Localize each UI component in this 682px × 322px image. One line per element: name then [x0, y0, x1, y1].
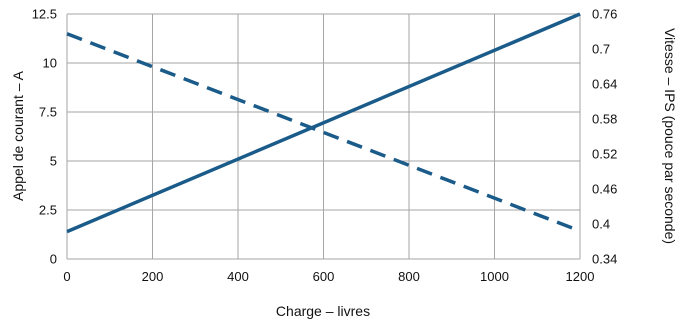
- x-tick-label: 1200: [566, 269, 595, 284]
- y-axis-title: Appel de courant – A: [10, 70, 26, 201]
- y2-axis-title: Vitesse – IPS (pouce par seconde): [662, 28, 678, 244]
- series-line-solid: [66, 12, 581, 234]
- y2-tick-label: 0.52: [592, 147, 617, 162]
- y-tick-label: 2.5: [39, 203, 57, 218]
- y2-tick-label: 0.4: [592, 217, 610, 232]
- y2-axis-ticks: 0.34 0.4 0.46 0.52 0.58 0.64 0.7 0.76: [592, 7, 617, 267]
- y-tick-label: 10: [43, 56, 57, 71]
- gridlines: [66, 13, 581, 260]
- y-tick-label: 0: [50, 252, 57, 267]
- y-tick-label: 7.5: [39, 105, 57, 120]
- y-tick-label: 12.5: [32, 7, 57, 22]
- y2-tick-label: 0.7: [592, 42, 610, 57]
- y2-tick-label: 0.46: [592, 182, 617, 197]
- x-tick-label: 1000: [480, 269, 509, 284]
- x-tick-label: 800: [398, 269, 420, 284]
- y-tick-label: 5: [50, 154, 57, 169]
- x-tick-label: 200: [142, 269, 164, 284]
- x-axis-ticks: 0 200 400 600 800 1000 1200: [63, 269, 594, 284]
- x-tick-label: 600: [313, 269, 335, 284]
- x-tick-label: 400: [227, 269, 249, 284]
- x-axis-title: Charge – livres: [276, 303, 370, 319]
- series-layer: [66, 12, 581, 234]
- series-line-dashed: [66, 32, 581, 233]
- y2-tick-label: 0.64: [592, 77, 617, 92]
- y2-tick-label: 0.58: [592, 112, 617, 127]
- y2-tick-label: 0.76: [592, 7, 617, 22]
- x-tick-label: 0: [63, 269, 70, 284]
- y2-tick-label: 0.34: [592, 252, 617, 267]
- y-axis-ticks: 0 2.5 5 7.5 10 12.5: [32, 7, 57, 267]
